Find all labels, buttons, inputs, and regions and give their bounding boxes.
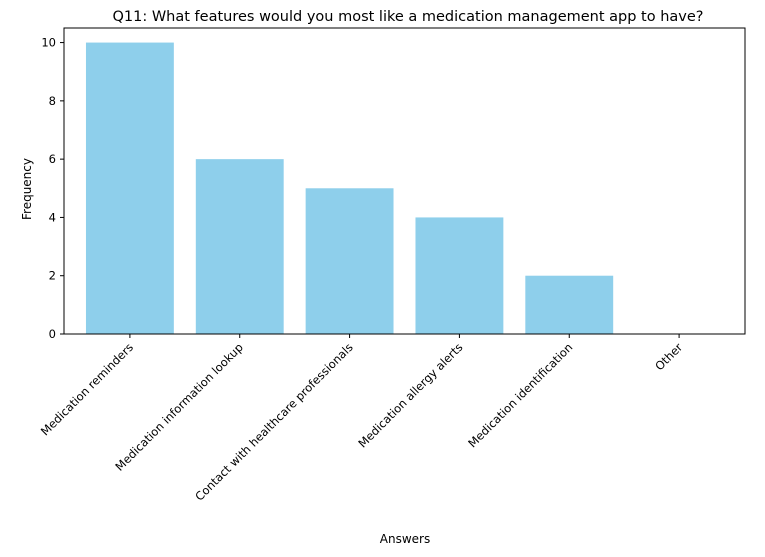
bar-5 (525, 275, 614, 334)
y-tick-label: 4 (49, 210, 56, 224)
x-axis-label: Answers (380, 532, 430, 546)
x-tick-label: Medication allergy alerts (355, 340, 465, 450)
bar-3 (305, 188, 394, 334)
y-axis-label: Frequency (20, 158, 34, 220)
y-tick-label: 2 (49, 269, 56, 283)
chart-title: Q11: What features would you most like a… (112, 9, 703, 25)
x-tick-label: Medication reminders (38, 340, 136, 438)
x-tick-label: Other (652, 340, 685, 373)
y-tick-label: 6 (49, 152, 56, 166)
y-tick-label: 0 (49, 327, 56, 341)
x-tick-label: Medication identification (465, 340, 575, 450)
bars-group (85, 42, 614, 334)
x-tick-label: Medication information lookup (112, 340, 245, 473)
bar-1 (85, 42, 174, 334)
bar-4 (415, 217, 504, 334)
y-axis-ticks: 0 2 4 6 8 10 (41, 36, 64, 341)
y-tick-label: 8 (49, 94, 56, 108)
y-tick-label: 10 (41, 36, 56, 50)
bar-2 (195, 159, 284, 334)
plot-area-frame (63, 27, 746, 335)
